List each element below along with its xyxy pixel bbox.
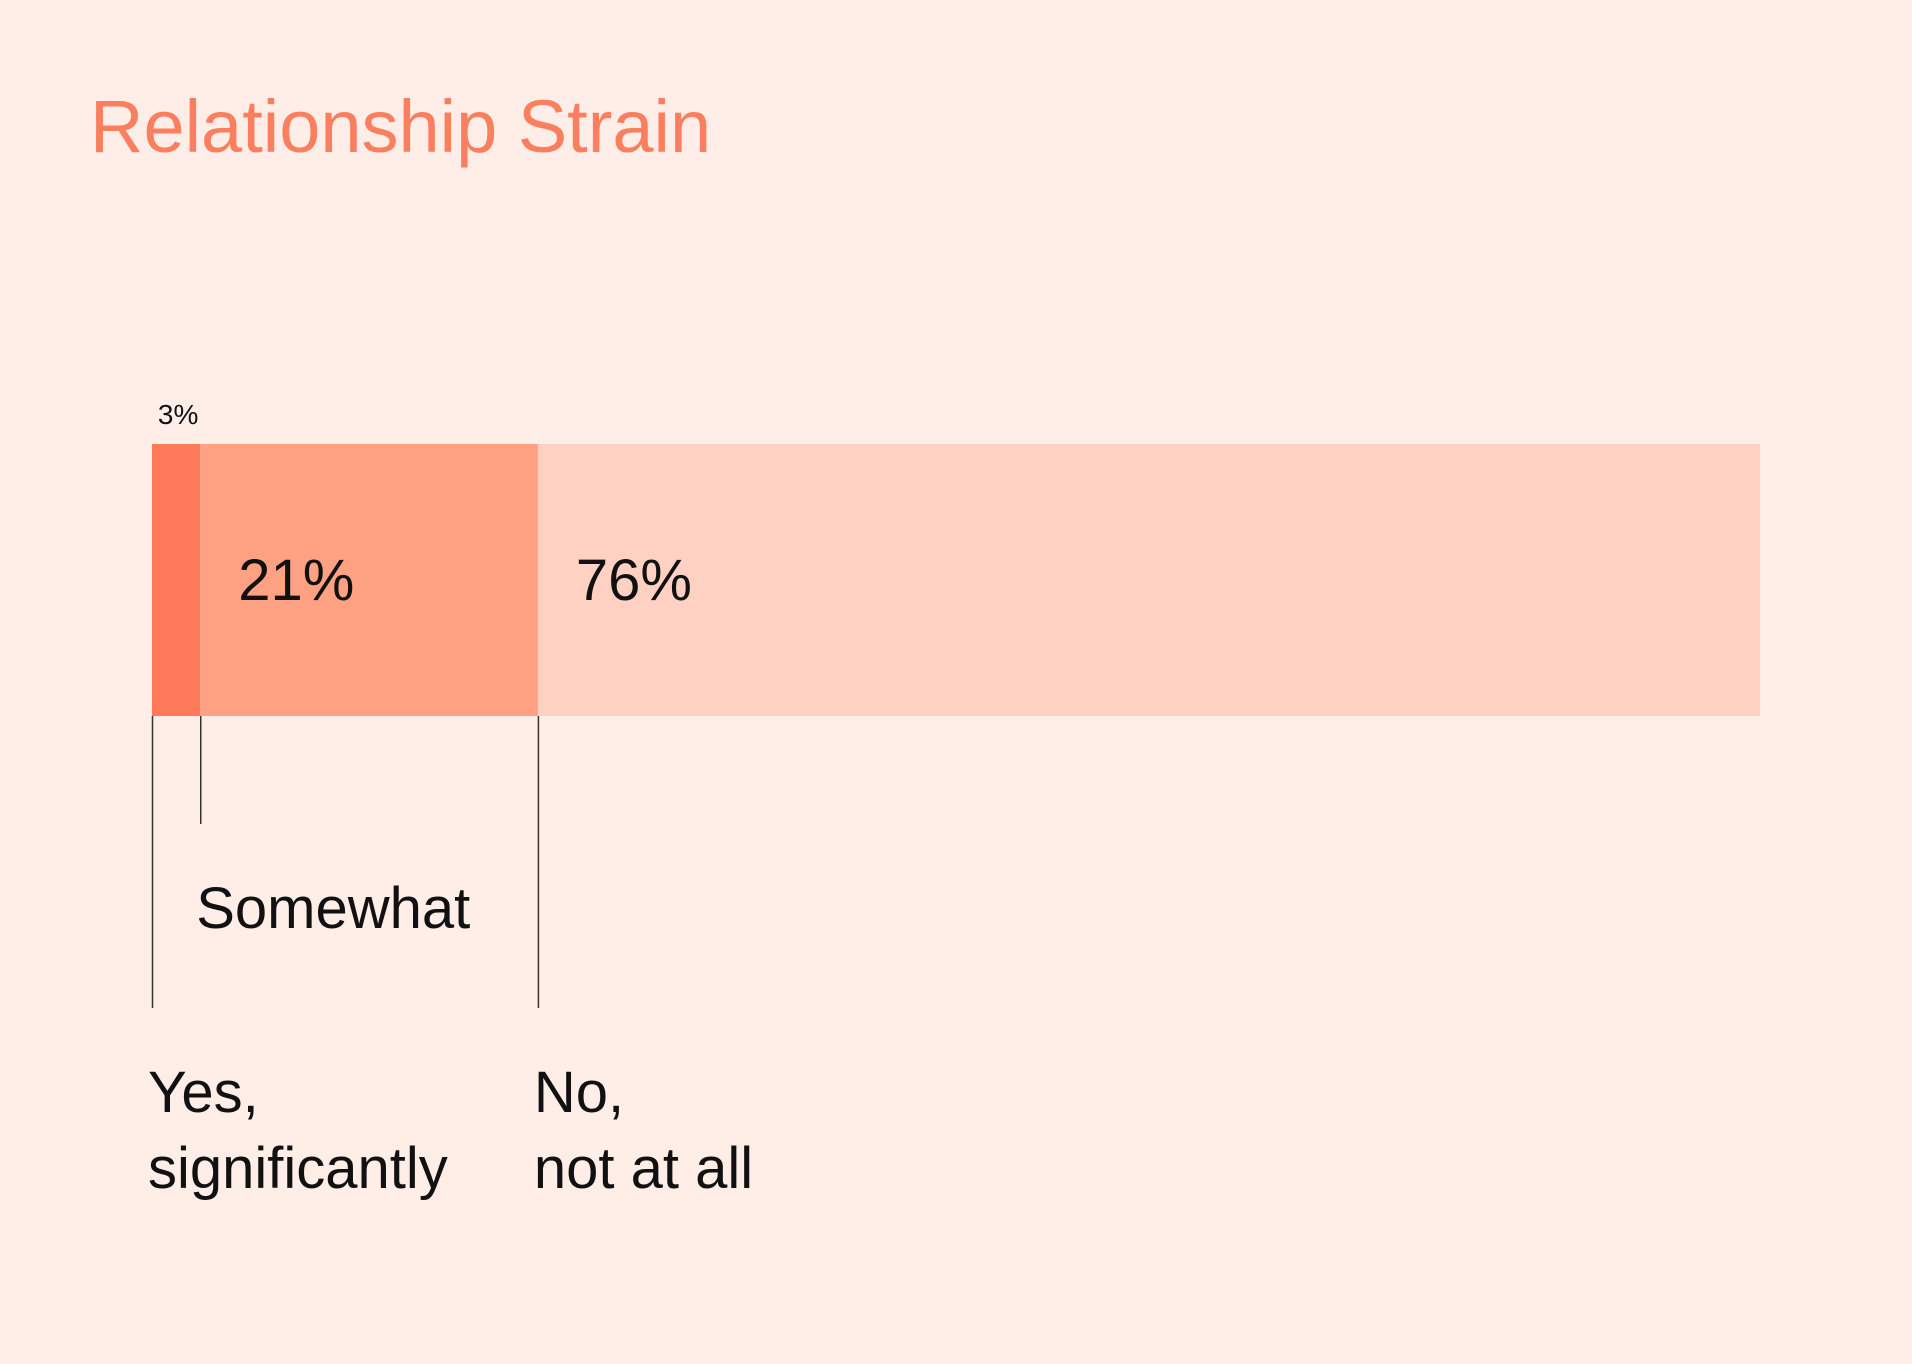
category-label-somewhat: Somewhat	[196, 876, 470, 941]
category-label-line: Yes,	[148, 1060, 259, 1125]
category-label-line: No,	[534, 1060, 624, 1125]
data-label-somewhat: 21%	[238, 548, 354, 613]
bar-segment-somewhat	[200, 444, 538, 716]
category-label-line: not at all	[534, 1136, 753, 1201]
category-label-line: Somewhat	[196, 876, 470, 941]
bar-segment-no-not-at-all	[537, 444, 1761, 716]
leader-lines	[151, 716, 540, 1008]
data-label-no-not-at-all: 76%	[576, 548, 692, 613]
category-label-line: significantly	[148, 1136, 448, 1201]
data-labels: 3% 21% 76%	[158, 399, 692, 613]
chart-title: Relationship Strain	[90, 85, 712, 168]
bar-segments	[152, 444, 1761, 716]
category-labels: Yes, significantly Somewhat No, not at all	[148, 876, 753, 1201]
category-label-no-not-at-all: No, not at all	[534, 1060, 753, 1201]
data-label-yes-significantly: 3%	[158, 399, 198, 430]
bar-segment-yes-significantly	[152, 444, 201, 716]
category-label-yes-significantly: Yes, significantly	[148, 1060, 448, 1201]
